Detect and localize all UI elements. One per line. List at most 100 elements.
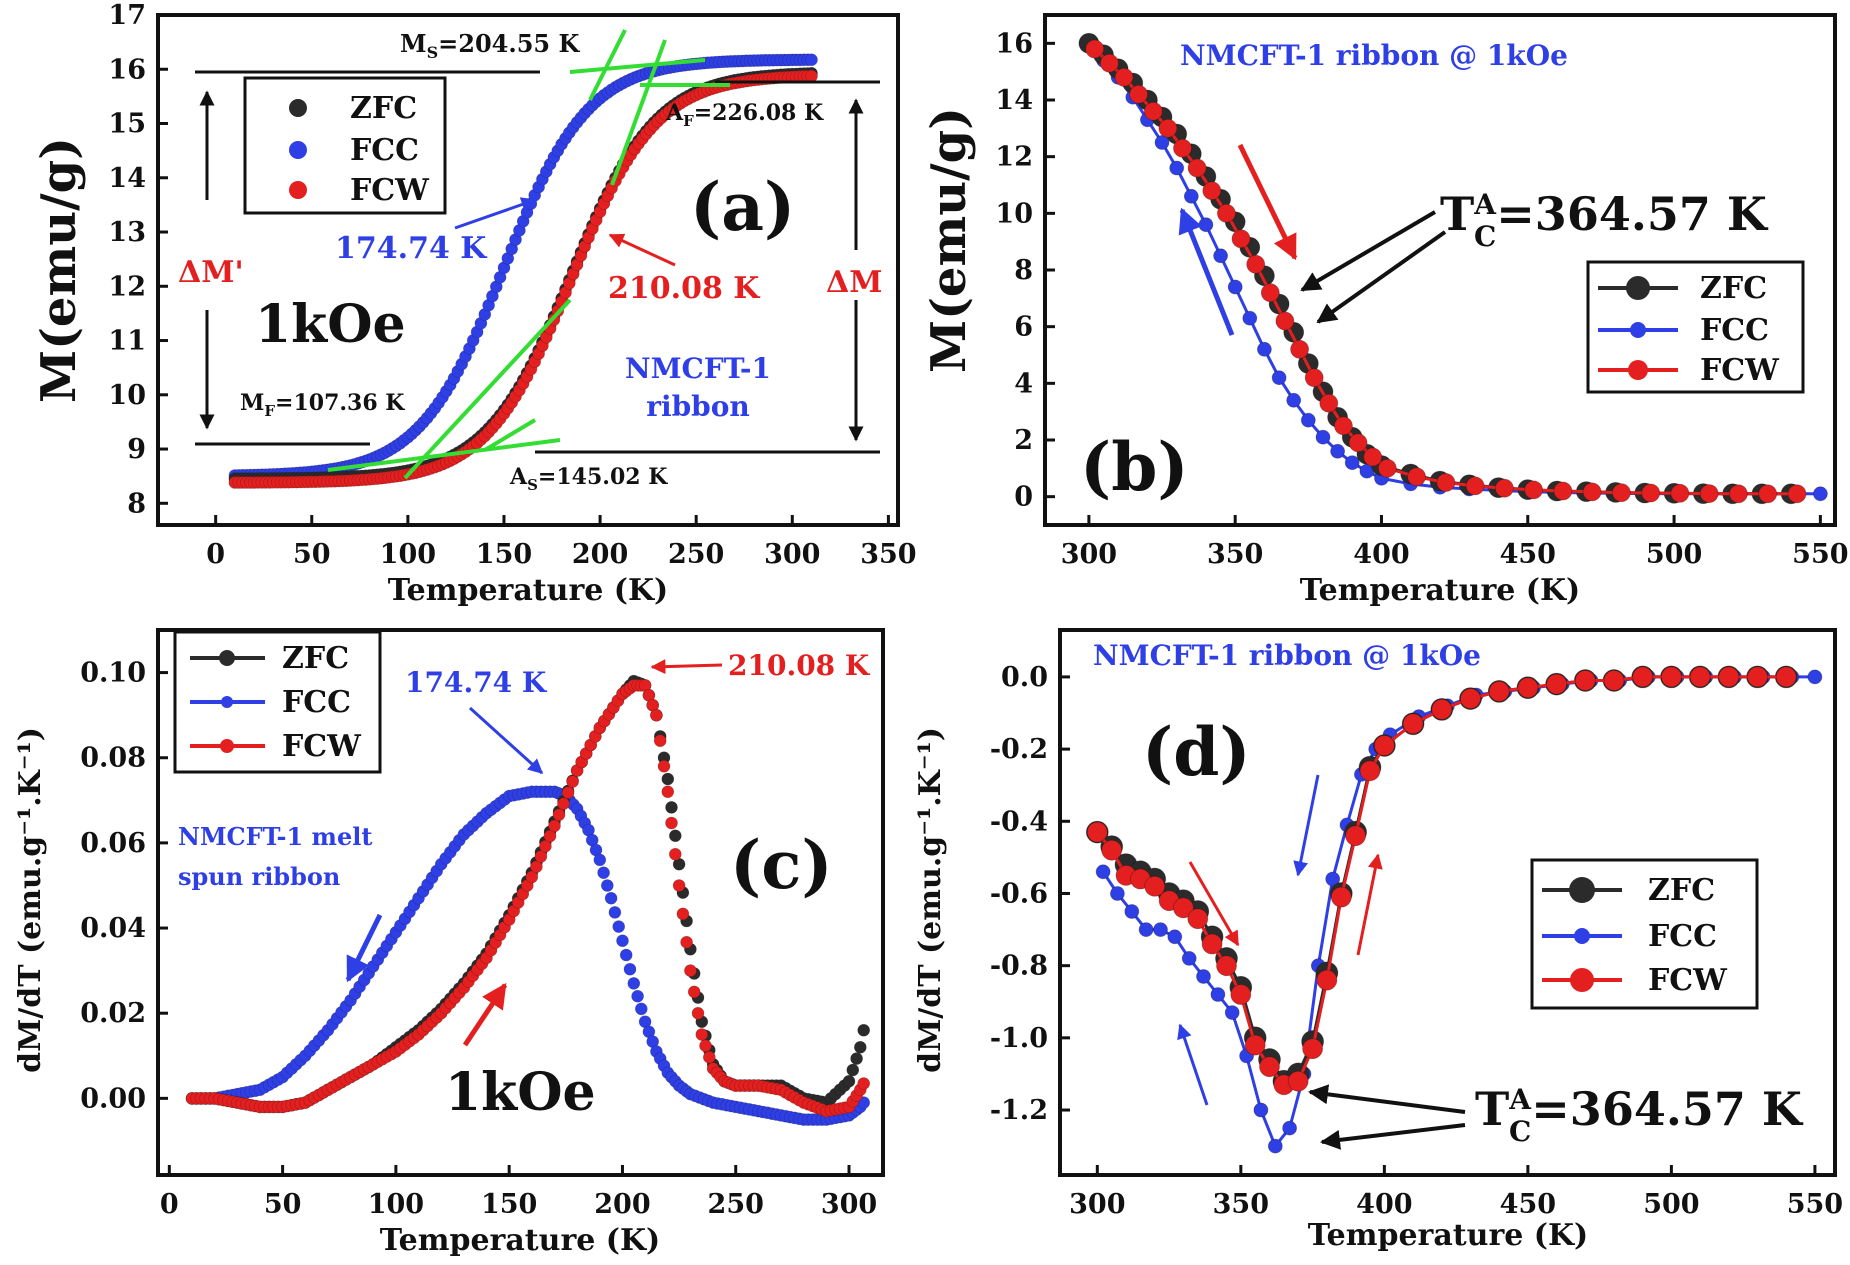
data-point-fcw	[1275, 311, 1295, 331]
data-point-fcw	[1173, 897, 1194, 919]
y-tick-label: 10	[108, 380, 146, 411]
legend-b-fcw-label: FCW	[1700, 353, 1780, 388]
y-tick-label: 0.08	[80, 743, 146, 774]
panel-d-ylabel: dM/dT (emu.g⁻¹.K⁻¹)	[913, 727, 948, 1073]
data-point-fcc	[805, 53, 818, 67]
data-point-fcw	[680, 935, 693, 949]
data-point-fcc	[1242, 310, 1258, 326]
data-point-fcc	[1286, 392, 1302, 408]
panel-c-cooling-arrow	[345, 913, 383, 983]
panel-d-marks	[1085, 665, 1823, 1154]
x-tick-label: 50	[293, 539, 331, 570]
data-point-zfc	[661, 772, 675, 786]
data-point-fcc	[631, 989, 644, 1003]
data-point-fcw	[857, 1077, 871, 1090]
y-tick-label: 0.00	[80, 1083, 146, 1114]
data-point-fcw	[1359, 760, 1381, 782]
data-point-fcw	[1287, 1070, 1309, 1092]
panel-d-tc-arrow-2	[1320, 1123, 1466, 1150]
data-point-fcw	[1436, 473, 1456, 492]
panel-a-fcw-peak-label: 210.08 K	[608, 271, 760, 306]
data-point-fcw	[1363, 447, 1383, 467]
data-point-fcw	[1787, 484, 1807, 504]
panel-a-fit-fcw-top	[610, 39, 667, 186]
panel-a-as-label: AS=145.02 K	[509, 464, 668, 494]
panel-d-xlabel: Temperature (K)	[1308, 1218, 1589, 1253]
data-point-fcw	[1304, 368, 1324, 388]
legend-b-fcc-marker	[1630, 322, 1646, 338]
y-tick-label: 0.02	[80, 998, 146, 1029]
data-point-fcc	[1344, 455, 1360, 471]
data-point-fcc	[1315, 429, 1331, 445]
panel-a-label: (a)	[690, 168, 795, 246]
data-point-fcw	[539, 839, 552, 853]
legend-c-zfc-label: ZFC	[282, 641, 349, 676]
x-tick-label: 400	[1353, 539, 1409, 570]
data-point-fcc	[1213, 248, 1228, 264]
data-point-fcw	[699, 1039, 712, 1053]
panel-c-fcw-peak-label: 210.08 K	[728, 649, 871, 682]
y-tick-label: 2	[1014, 425, 1033, 456]
y-tick-label: 8	[127, 488, 146, 519]
data-point-fcw	[1603, 670, 1625, 691]
data-point-fcw	[1231, 229, 1251, 249]
legend-a-fcc-label: FCC	[350, 133, 419, 168]
data-point-fcw	[1632, 666, 1654, 688]
panel-c-sample-line1: NMCFT-1 melt	[178, 822, 372, 851]
panel-c-fcc-peak-label: 174.74 K	[405, 666, 548, 699]
x-tick-label: 450	[1500, 1189, 1556, 1220]
legend-c-fcw-marker	[220, 739, 234, 753]
panel-a-ms-label: MS=204.55 K	[400, 29, 580, 62]
y-tick-label: 10	[995, 198, 1033, 229]
panel-a-xlabel: Temperature (K)	[388, 573, 669, 608]
data-point-fcc	[623, 962, 637, 976]
y-tick-label: 14	[995, 85, 1033, 116]
data-point-fcc	[1181, 951, 1197, 966]
panel-a-ticks: 0 50 100 150 200 250 300 350 8 9 10 11 12 13 14 15 16 17	[108, 0, 916, 570]
data-point-fcw	[552, 808, 566, 822]
data-point-fcw	[1334, 416, 1353, 436]
data-point-fcw	[1460, 688, 1481, 709]
panel-a-frame	[156, 13, 900, 527]
legend-a-fcw-marker	[289, 181, 307, 199]
data-point-fcw	[525, 870, 539, 884]
data-point-fcw	[1173, 138, 1192, 158]
data-point-fcw	[1202, 181, 1222, 201]
panel-a-fcc-peak-label: 174.74 K	[335, 231, 487, 266]
data-point-fcw	[1517, 677, 1539, 699]
data-point-fcw	[1244, 1034, 1266, 1056]
panel-b-ylabel: M(emu/g)	[921, 107, 977, 373]
panel-c-warming-arrow	[462, 982, 508, 1047]
panel-a-dm-label: ΔM	[826, 265, 882, 300]
panel-a-mf-label: MF=107.36 K	[240, 390, 405, 420]
data-point-fcw	[1187, 908, 1209, 930]
x-tick-label: 100	[368, 1189, 424, 1220]
data-point-zfc	[850, 1052, 863, 1065]
legend-a-zfc-label: ZFC	[350, 91, 417, 126]
data-point-fcw	[1187, 158, 1207, 178]
x-tick-label: 250	[708, 1189, 764, 1220]
data-point-fcw	[557, 797, 570, 811]
data-point-fcc	[1330, 443, 1345, 459]
data-point-zfc	[665, 801, 678, 814]
x-tick-label: 250	[668, 539, 724, 570]
data-point-fcc	[1167, 929, 1183, 945]
panel-a-fcc-peak-arrow	[454, 197, 537, 230]
x-tick-label: 50	[264, 1189, 302, 1220]
x-tick-label: 350	[1207, 539, 1263, 570]
panel-d-label: (d)	[1142, 713, 1251, 791]
data-point-fcc	[608, 906, 622, 919]
x-tick-label: 300	[1061, 539, 1117, 570]
panel-d-warming-arrow-1	[1188, 861, 1240, 947]
data-point-zfc	[842, 1075, 856, 1088]
data-point-fcw	[1524, 480, 1543, 500]
x-tick-label: 0	[160, 1189, 179, 1220]
data-point-fcw	[1348, 433, 1368, 453]
data-point-fcw	[1689, 666, 1711, 688]
x-tick-label: 550	[1792, 539, 1848, 570]
data-point-fcw	[1729, 484, 1748, 504]
panel-b-tc-arrow-1	[1300, 210, 1437, 292]
panel-b-tc-label: TA C=364.57 K	[1440, 187, 1769, 253]
data-point-fcc	[1183, 188, 1199, 204]
y-tick-label: 9	[127, 434, 146, 465]
